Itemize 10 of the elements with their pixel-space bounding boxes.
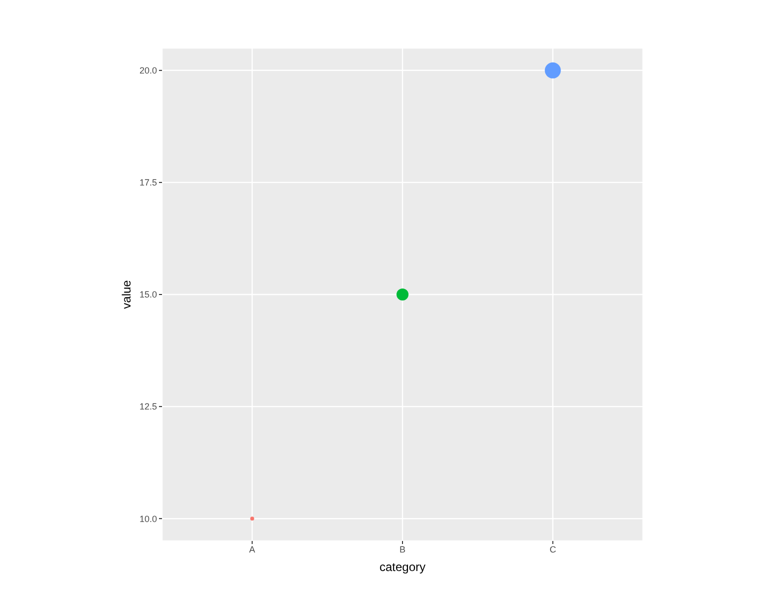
- y-tick-label: 15.0: [139, 290, 157, 300]
- x-tick-label: C: [550, 544, 557, 554]
- y-tick-label: 20.0: [139, 66, 157, 76]
- y-axis-title: value: [119, 280, 134, 309]
- y-tick-label: 12.5: [139, 402, 157, 412]
- x-axis-title: category: [379, 560, 426, 574]
- x-tick-label: A: [249, 544, 256, 554]
- y-tick-label: 17.5: [139, 178, 157, 188]
- y-tick-label: 10.0: [139, 514, 157, 524]
- x-tick-label: B: [399, 544, 406, 554]
